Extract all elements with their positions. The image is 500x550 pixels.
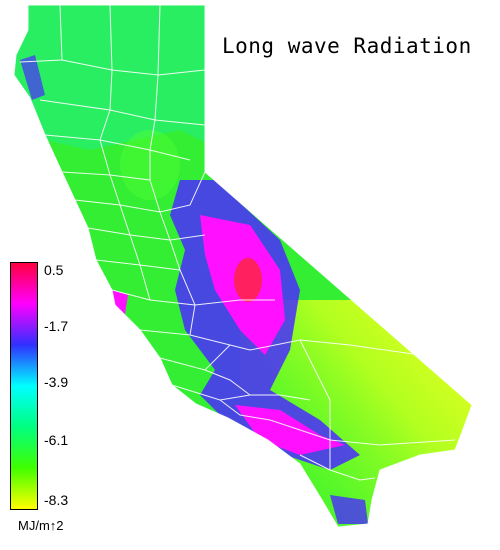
legend-tick-3: -3.9: [44, 374, 69, 390]
channel-islands: [172, 443, 277, 510]
county-boundaries: [13, 4, 473, 528]
legend-tick-max: 0.5: [44, 262, 64, 278]
map-title: Long wave Radiation: [222, 34, 472, 58]
color-scale-bar: [10, 262, 38, 510]
legend-tick-min: -8.3: [44, 492, 69, 508]
legend-unit: MJ/m↑2: [18, 518, 64, 533]
legend-tick-2: -1.7: [44, 318, 69, 334]
legend-tick-4: -6.1: [44, 432, 69, 448]
